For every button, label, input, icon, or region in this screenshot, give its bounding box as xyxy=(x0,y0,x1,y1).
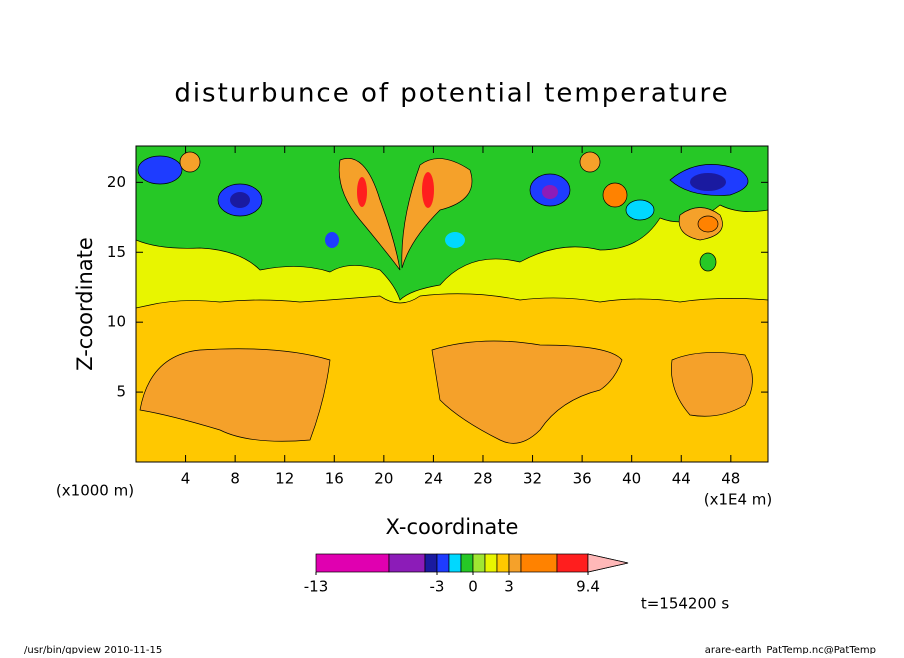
colorbar-segment xyxy=(436,553,450,573)
y-tick-label: 20 xyxy=(107,173,126,191)
colorbar-segment xyxy=(388,553,426,573)
x-tick-label: 4 xyxy=(181,470,191,488)
colorbar-segment xyxy=(315,553,390,573)
time-label: t=154200 s xyxy=(641,595,729,613)
colorbar-label: 0 xyxy=(468,578,478,596)
colorbar-label: -13 xyxy=(304,578,329,596)
x-tick-label: 16 xyxy=(325,470,344,488)
x-scale-note: (x1000 m) xyxy=(56,482,134,500)
x-tick-label: 8 xyxy=(230,470,240,488)
x-tick-label: 40 xyxy=(622,470,641,488)
y-axis-label: Z-coordinate xyxy=(73,237,97,371)
colorbar-label: 3 xyxy=(504,578,514,596)
x-tick-label: 36 xyxy=(573,470,592,488)
colorbar-label: 9.4 xyxy=(576,578,600,596)
colorbar-segment xyxy=(508,553,522,573)
x-tick-label: 48 xyxy=(721,470,740,488)
x-tick-label: 24 xyxy=(424,470,443,488)
colorbar-segment xyxy=(460,553,474,573)
x-tick-label: 28 xyxy=(473,470,492,488)
colorbar-segment xyxy=(520,553,558,573)
x-scale-note: (x1E4 m) xyxy=(704,491,773,509)
footer-right: arare-earth_PatTemp.nc@PatTemp xyxy=(705,645,876,654)
colorbar-segment xyxy=(484,553,498,573)
colorbar-extension xyxy=(587,553,629,573)
footer-left: /usr/bin/gpview 2010-11-15 xyxy=(24,645,162,654)
colorbar-segment xyxy=(448,553,462,573)
colorbar-label: -3 xyxy=(430,578,445,596)
x-tick-label: 32 xyxy=(523,470,542,488)
colorbar-segment xyxy=(424,553,438,573)
x-axis-label: X-coordinate xyxy=(386,515,519,539)
y-tick-label: 5 xyxy=(116,383,126,401)
y-tick-label: 15 xyxy=(107,243,126,261)
chart-title: disturbunce of potential temperature xyxy=(174,79,729,109)
x-tick-label: 12 xyxy=(275,470,294,488)
x-tick-label: 44 xyxy=(672,470,691,488)
colorbar-segment xyxy=(472,553,486,573)
colorbar-segment xyxy=(496,553,510,573)
plot-frame xyxy=(135,145,769,463)
colorbar-segment xyxy=(556,553,589,573)
x-tick-label: 20 xyxy=(374,470,393,488)
contour-field xyxy=(136,146,768,462)
y-tick-label: 10 xyxy=(107,313,126,331)
